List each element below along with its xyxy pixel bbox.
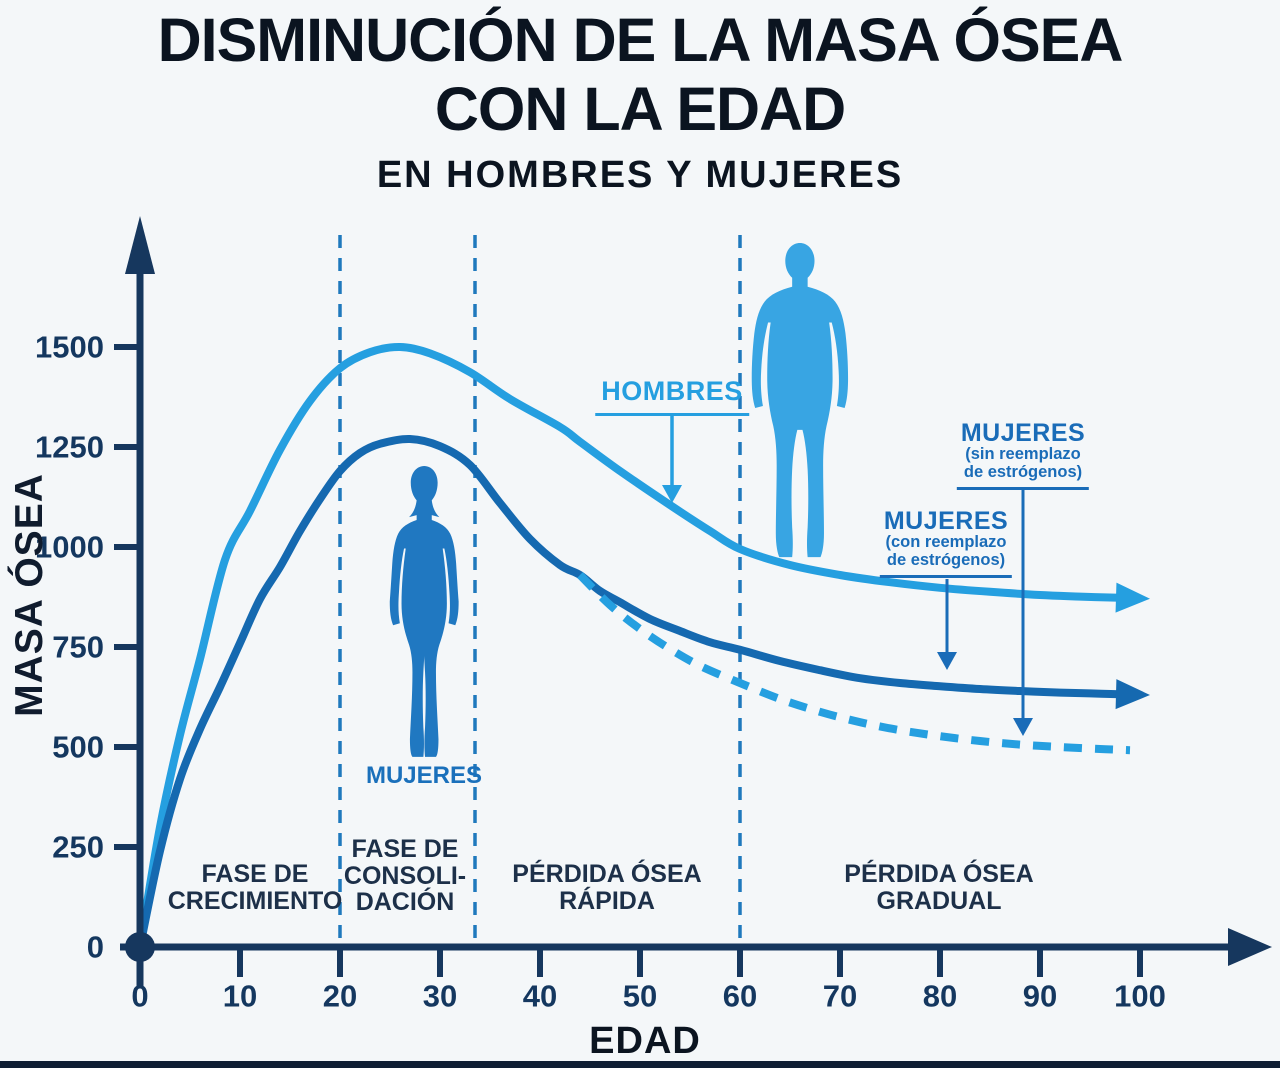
female-figure-icon [389, 465, 459, 757]
origin-dot [125, 932, 155, 962]
women-no-hrt-label-sub2: de estrógenos) [963, 462, 1083, 481]
phase-gradual-line1: PÉRDIDA ÓSEA [844, 860, 1034, 888]
phase-gradual-line2: GRADUAL [876, 886, 1002, 915]
title-block: DISMINUCIÓN DE LA MASA ÓSEA CON LA EDAD … [0, 6, 1280, 196]
y-axis-arrowhead [125, 216, 155, 274]
x-tick-label-50: 50 [623, 978, 657, 1013]
series-curve-1 [136, 342, 1124, 951]
female-figure-caption: MUJERES [365, 762, 483, 789]
phase-rapid-line1: PÉRDIDA ÓSEA [512, 860, 702, 888]
phase-rapid-loss-label: PÉRDIDA ÓSEA RÁPIDA [512, 861, 701, 914]
series-curve-1-arrowhead [1115, 582, 1150, 613]
x-tick-label-20: 20 [323, 978, 357, 1013]
y-tick-label-750: 750 [52, 630, 104, 665]
women-hrt-series-label: MUJERES (con reemplazo de estrógenos) [879, 507, 1013, 578]
x-tick-label-100: 100 [1114, 978, 1166, 1013]
x-tick-label-70: 70 [823, 978, 857, 1013]
series-curve-2 [136, 434, 1124, 951]
y-tick-label-1500: 1500 [35, 330, 104, 365]
phase-consolidation-line3: DACIÓN [355, 888, 455, 916]
chart-subtitle: EN HOMBRES Y MUJERES [376, 154, 904, 196]
x-axis-arrowhead [1228, 928, 1272, 966]
y-tick-label-250: 250 [52, 830, 104, 865]
x-tick-label-40: 40 [523, 978, 557, 1013]
x-tick-label-60: 60 [723, 978, 757, 1013]
y-tick-label-0: 0 [87, 930, 104, 965]
phase-consolidation-line2: CONSOLI- [343, 861, 467, 890]
y-tick-label-1000: 1000 [35, 530, 104, 565]
phase-consolidation-line1: FASE DE [351, 835, 459, 863]
x-tick-label-30: 30 [423, 978, 457, 1013]
x-tick-label-10: 10 [223, 978, 257, 1013]
phase-growth-line1: FASE DE [201, 860, 309, 888]
series-curve-3 [577, 572, 1131, 755]
phase-gradual-loss-label: PÉRDIDA ÓSEA GRADUAL [844, 861, 1033, 914]
x-tick-label-80: 80 [923, 978, 957, 1013]
women-hrt-label-sub1: (con reemplazo [885, 533, 1007, 551]
series-curve-2-arrowhead [1115, 679, 1150, 710]
phase-growth-line2: CRECIMIENTO [167, 886, 343, 915]
women-no-hrt-label-arrow-head [1013, 718, 1033, 736]
women-no-hrt-series-label: MUJERES (sin reemplazo de estrógenos) [956, 419, 1090, 490]
male-figure-icon [751, 242, 849, 558]
bottom-edge-bar [0, 1061, 1280, 1068]
x-axis-title: EDAD [589, 1020, 701, 1062]
women-hrt-label-title: MUJERES [883, 507, 1009, 535]
men-label-arrow-head [662, 485, 682, 503]
y-tick-label-500: 500 [52, 730, 104, 765]
y-tick-label-1250: 1250 [35, 430, 104, 465]
women-hrt-label-sub2: de estrógenos) [886, 550, 1006, 569]
y-axis-title: MASA ÓSEA [8, 473, 51, 717]
women-hrt-label-arrow-head [937, 652, 957, 670]
women-no-hrt-label-title: MUJERES [960, 419, 1086, 447]
x-tick-label-0: 0 [131, 978, 148, 1013]
chart-title-line1: DISMINUCIÓN DE LA MASA ÓSEA [157, 6, 1124, 74]
women-no-hrt-label-sub1: (sin reemplazo [965, 445, 1081, 463]
chart-title-line2: CON LA EDAD [434, 75, 846, 143]
phase-rapid-line2: RÁPIDA [559, 886, 655, 915]
x-tick-label-90: 90 [1023, 978, 1057, 1013]
men-series-label: HOMBRES [595, 376, 749, 416]
phase-consolidation-label: FASE DE CONSOLI- DACIÓN [344, 836, 466, 916]
phase-growth-label: FASE DE CRECIMIENTO [168, 861, 343, 914]
